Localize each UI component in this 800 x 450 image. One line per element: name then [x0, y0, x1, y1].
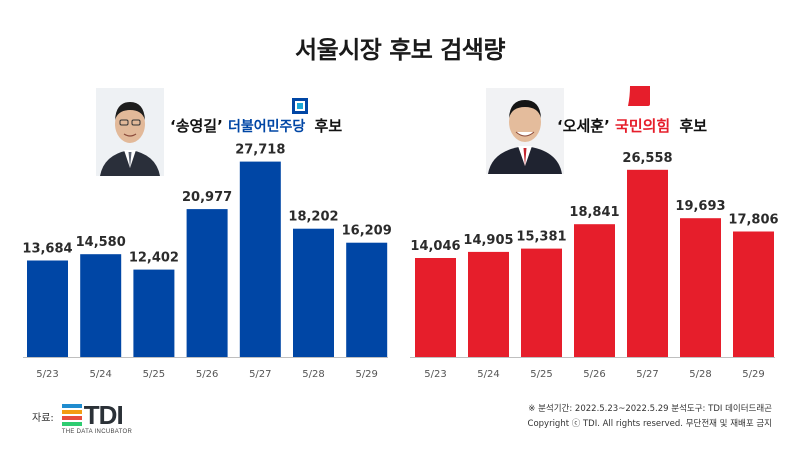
data-label-left-5-26: 20,977 — [182, 190, 232, 205]
candidate-suffix-left: 후보 — [314, 117, 343, 135]
bar-right-5-24 — [468, 251, 509, 357]
data-label-left-5-27: 27,718 — [235, 143, 285, 158]
bar-left-5-26 — [186, 209, 228, 357]
x-tick-label-right-5-28: 5/28 — [689, 369, 711, 380]
x-tick-label-right-5-26: 5/26 — [583, 369, 605, 380]
bar-right-5-28 — [680, 218, 721, 357]
bar-right-5-29 — [733, 231, 774, 357]
candidate-name-right: ‘오세훈’ — [557, 117, 610, 135]
tdi-logo: TDI THE DATA INCUBATOR — [61, 400, 133, 435]
data-label-right-5-28: 19,693 — [675, 199, 725, 214]
x-tick-label-right-5-23: 5/23 — [424, 369, 446, 380]
data-label-right-5-27: 26,558 — [622, 151, 672, 166]
x-tick-label-right-5-25: 5/25 — [530, 369, 552, 380]
x-tick-label-left-5-28: 5/28 — [302, 369, 324, 380]
footer-notes: ※ 분석기간: 2022.5.23~2022.5.29 분석도구: TDI 데이… — [528, 402, 772, 432]
source-block: 자료: TDI THE DATA INCUBATOR — [32, 400, 133, 435]
data-label-left-5-24: 14,580 — [76, 235, 126, 250]
data-label-right-5-23: 14,046 — [410, 239, 460, 254]
candidate-label-right: ‘오세훈’ 국민의힘 후보 — [557, 115, 707, 136]
party-name-right: 국민의힘 — [615, 117, 671, 135]
x-tick-label-right-5-27: 5/27 — [636, 369, 658, 380]
tdi-logo-text: TDI — [83, 400, 124, 430]
democratic-party-logo-icon — [292, 98, 308, 114]
analysis-note: ※ 분석기간: 2022.5.23~2022.5.29 분석도구: TDI 데이… — [528, 404, 772, 414]
bar-left-5-28 — [293, 228, 334, 357]
x-tick-label-left-5-29: 5/29 — [355, 369, 377, 380]
candidate-name-left: ‘송영길’ — [170, 117, 223, 135]
bar-right-5-25 — [521, 248, 562, 357]
x-tick-label-left-5-26: 5/26 — [196, 369, 218, 380]
candidate-label-left: ‘송영길’ 더불어민주당 후보 — [170, 115, 342, 136]
tdi-logo-mark-icon — [61, 404, 82, 426]
bar-left-5-29 — [346, 242, 388, 357]
x-tick-label-right-5-29: 5/29 — [742, 369, 764, 380]
candidate-suffix-right: 후보 — [679, 117, 708, 135]
candidate-photo-left — [96, 88, 164, 176]
bar-left-5-25 — [133, 269, 175, 357]
x-tick-label-left-5-27: 5/27 — [249, 369, 271, 380]
data-label-left-5-25: 12,402 — [129, 251, 179, 266]
data-label-left-5-28: 18,202 — [288, 210, 338, 225]
ppp-party-logo-icon — [626, 84, 652, 108]
x-tick-label-right-5-24: 5/24 — [477, 369, 499, 380]
x-tick-label-left-5-24: 5/24 — [89, 369, 111, 380]
data-label-right-5-24: 14,905 — [463, 233, 513, 248]
tdi-logo-subtitle: THE DATA INCUBATOR — [61, 429, 133, 435]
source-label: 자료: — [32, 413, 54, 424]
bar-right-5-23 — [415, 258, 456, 357]
bar-left-5-24 — [80, 254, 122, 357]
bar-left-5-27 — [239, 161, 281, 357]
copyright-note: Copyright ⓒ TDI. All rights reserved. 무단… — [527, 419, 772, 429]
x-tick-label-left-5-23: 5/23 — [36, 369, 58, 380]
bar-right-5-27 — [627, 169, 668, 357]
party-name-left: 더불어민주당 — [228, 119, 306, 135]
data-label-right-5-26: 18,841 — [569, 205, 619, 220]
candidate-photo-right — [486, 88, 564, 174]
x-tick-label-left-5-25: 5/25 — [143, 369, 165, 380]
chart-panel-right: 14,046 5/23 14,905 5/24 15,381 5/25 18,841 5/26… — [410, 151, 779, 380]
data-label-left-5-29: 16,209 — [342, 224, 392, 239]
chart-title: 서울시장 후보 검색량 — [295, 36, 505, 64]
data-label-right-5-25: 15,381 — [516, 230, 566, 245]
chart-panel-left: 13,684 5/23 14,580 5/24 12,402 5/25 20,977 5/26… — [22, 143, 391, 380]
data-label-right-5-29: 17,806 — [728, 213, 778, 228]
bar-right-5-26 — [574, 224, 615, 357]
data-label-left-5-23: 13,684 — [22, 242, 72, 257]
bar-left-5-23 — [27, 260, 68, 357]
